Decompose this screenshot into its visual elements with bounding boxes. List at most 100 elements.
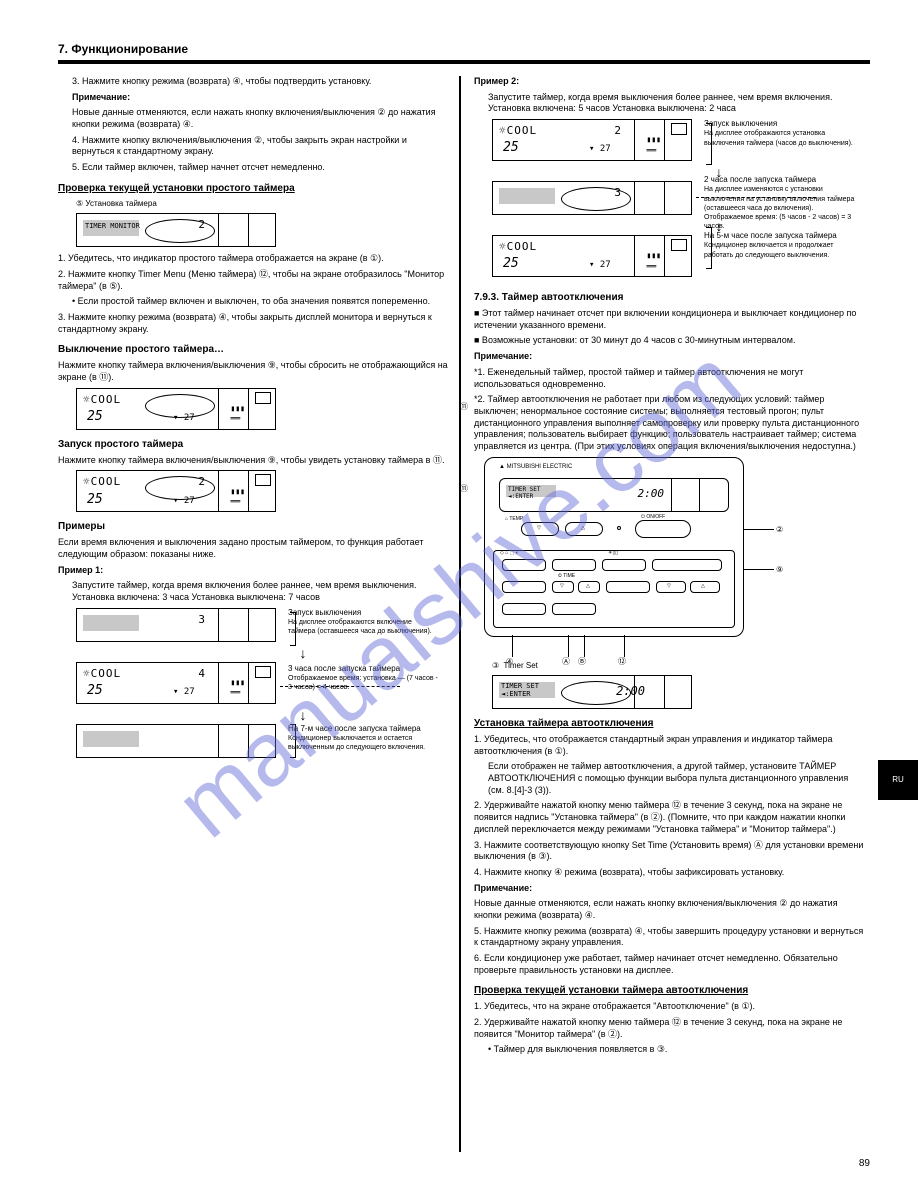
sep (218, 214, 219, 246)
lcd-num: 2 (198, 475, 205, 489)
note-label: Примечание: (474, 883, 864, 895)
lcd-timer-monitor: TIMER MONITOR 2 (76, 213, 276, 247)
callout-text: На 5-м часе после запуска таймера Кондиц… (704, 231, 864, 260)
para: Если отображен не таймер автоотключения,… (488, 761, 864, 796)
leader (744, 529, 774, 530)
sep (248, 214, 249, 246)
para: 4. Нажмите кнопку ④ режима (возврата), ч… (474, 867, 864, 879)
louver-button (606, 581, 650, 593)
sep (218, 389, 219, 429)
fan-icon: ▮▮▮══ (231, 678, 245, 699)
lock-icon (671, 239, 687, 251)
sep (218, 609, 219, 641)
lcd-mode: ☼COOL (499, 124, 537, 138)
para: 1. Убедитесь, что индикатор простого тай… (58, 253, 448, 265)
lcd-num: 2 (614, 124, 621, 138)
left-column: 3. Нажмите кнопку режима (возврата) ④, ч… (58, 76, 448, 764)
time-down-button: ▽ (552, 581, 574, 593)
sep (248, 663, 249, 703)
para: Если время включения и выключения задано… (58, 537, 448, 560)
lcd-mode: ☼COOL (83, 475, 121, 489)
para: 2. Нажмите кнопку Timer Menu (Меню тайме… (58, 269, 448, 292)
subheading: Выключение простого таймера… (58, 343, 448, 356)
lcd-mode: ☼COOL (83, 393, 121, 407)
header-rule (58, 60, 870, 64)
sep (634, 236, 635, 276)
screen-clock: 2:00 (638, 487, 665, 501)
lcd-mode: ☼COOL (83, 667, 121, 681)
para: Нажмите кнопку таймера включения/выключе… (58, 455, 448, 467)
fan-icon: ▮▮▮══ (647, 251, 661, 272)
lcd-temp: 25 (87, 683, 103, 700)
lcd-ex1c (76, 724, 276, 758)
para: 2. Удерживайте нажатой кнопку меню тайме… (474, 800, 864, 835)
lcd-room: ▾ 27 (173, 413, 195, 425)
label: ⏻ ON/OFF (641, 514, 665, 521)
language-tab: RU (878, 760, 918, 800)
example-label: Пример 1: (58, 565, 448, 577)
leader (568, 635, 569, 657)
callout-text: Запуск выключения На дисплее отображаютс… (704, 119, 864, 148)
sep (664, 182, 665, 214)
lcd-num: 4 (198, 667, 205, 681)
callout: ② (776, 525, 783, 535)
sep (218, 471, 219, 511)
lcd-room: ▾ 27 (173, 687, 195, 699)
onoff-button (635, 520, 691, 538)
para: 3. Нажмите кнопку режима (возврата) ④, ч… (72, 76, 448, 88)
label: Установка таймера (85, 199, 156, 208)
fan-icon: ▮▮▮══ (231, 487, 245, 508)
lcd-temp: 25 (503, 256, 519, 273)
column-divider (459, 76, 461, 1152)
tag: ③ (492, 661, 499, 670)
temp-up-button: △ (565, 522, 603, 536)
lcd-cool-on: ☼COOL 25 2 ▾ 27 ▮▮▮══ (76, 470, 276, 512)
para: ■ Возможные установки: от 30 минут до 4 … (474, 335, 864, 347)
arrow-down-icon: ↓ (158, 710, 448, 720)
callout: ⑪ (460, 484, 468, 494)
screen-text: ◄:ENTER (501, 690, 531, 699)
lock-icon (255, 392, 271, 404)
lcd-ex2c: ☼COOL 25 ▾ 27 ▮▮▮══ (492, 235, 692, 277)
sep (634, 676, 635, 708)
para: 5. Если таймер включен, таймер начнет от… (72, 162, 448, 174)
sep (664, 236, 665, 276)
subheading: Запуск простого таймера (58, 438, 448, 451)
subheading: Примеры (58, 520, 448, 533)
note-label: Примечание: (72, 92, 448, 104)
sep (634, 182, 635, 214)
callout-text: На 7-м часе после запуска таймера Кондиц… (288, 724, 438, 753)
lcd-cool-off: ☼COOL 25 ▾ 27 ▮▮▮══ (76, 388, 276, 430)
check-button (502, 581, 546, 593)
lcd-num: 2 (198, 218, 205, 232)
sep (218, 725, 219, 757)
lcd-ex2b: 3 (492, 181, 692, 215)
leader (744, 569, 774, 570)
vane-down-button: ▽ (656, 581, 686, 593)
lock-icon (255, 666, 271, 678)
callout-text: Запуск выключения На дисплее отображаютс… (288, 608, 438, 637)
para: ■ Этот таймер начинает отсчет при включе… (474, 308, 864, 331)
lcd-temp: 25 (503, 140, 519, 157)
example-label: Пример 2: (474, 76, 864, 88)
para: *1. Еженедельный таймер, простой таймер … (474, 367, 864, 390)
para: Новые данные отменяются, если нажать кно… (474, 898, 864, 921)
menu-button (552, 559, 596, 571)
section-heading: 7.9.3. Таймер автоотключения (474, 291, 864, 304)
screen-text: ◄:ENTER (508, 493, 533, 501)
para: Запустите таймер, когда время включения … (72, 580, 448, 603)
note-body: Новые данные отменяются, если нажать кно… (72, 107, 448, 130)
sep (664, 676, 665, 708)
lcd-ex1a: 3 (76, 608, 276, 642)
lcd-timer-set: TIMER SET ◄:ENTER 2:00 (492, 675, 692, 709)
sep (248, 725, 249, 757)
lcd-temp: 25 (87, 492, 103, 509)
callout: ⑨ (776, 565, 783, 575)
para: 5. Нажмите кнопку режима (возврата) ④, ч… (474, 926, 864, 949)
para: 6. Если кондиционер уже работает, таймер… (474, 953, 864, 976)
timer-onoff-button (652, 559, 722, 571)
sep (671, 479, 672, 511)
subheading: Проверка текущей установки простого тайм… (58, 182, 448, 195)
subheading: Установка таймера автоотключения (474, 717, 864, 730)
para: Запустите таймер, когда время выключения… (488, 92, 864, 115)
